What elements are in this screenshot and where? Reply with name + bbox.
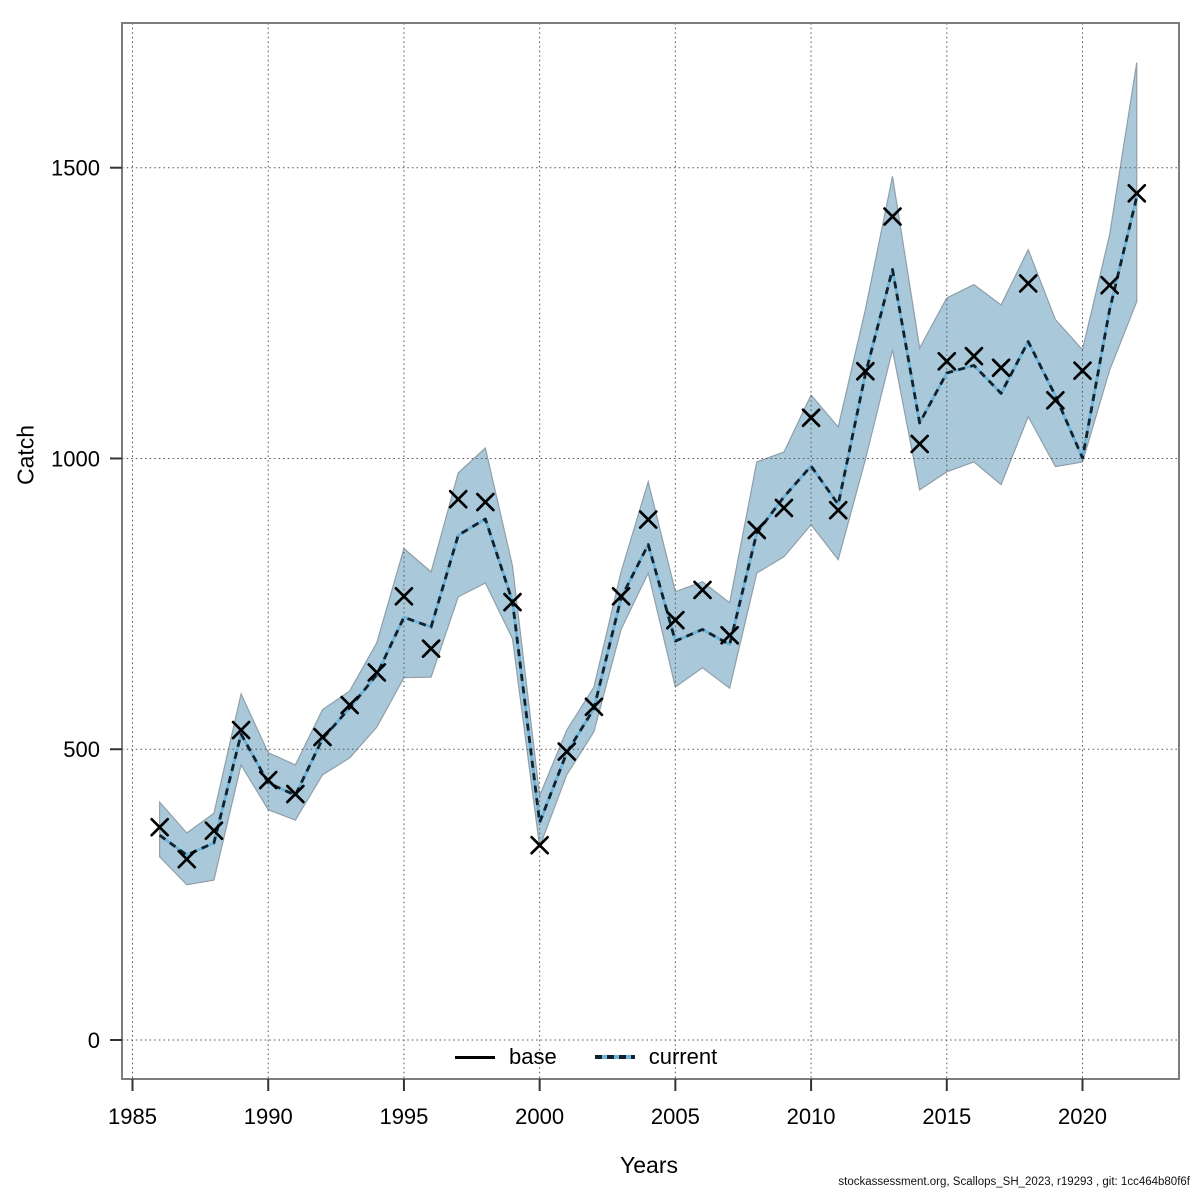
- base-marker-x: [394, 586, 414, 606]
- base-marker-x: [584, 697, 604, 717]
- base-marker-x: [1073, 361, 1092, 381]
- base-marker-x: [421, 639, 441, 658]
- x-tick-label: 2000: [515, 1104, 564, 1129]
- base-marker-x: [856, 361, 875, 381]
- legend-label-current: current: [648, 1044, 718, 1069]
- legend-key-base-line: [455, 1055, 495, 1059]
- x-tick-label: 2020: [1058, 1104, 1107, 1129]
- base-marker-x: [883, 207, 902, 226]
- base-marker-x: [367, 663, 387, 682]
- base-marker-x: [693, 580, 712, 600]
- base-marker-x: [1046, 390, 1065, 410]
- x-tick-label: 1990: [244, 1104, 293, 1129]
- base-marker-x: [313, 727, 332, 747]
- legend-label-base: base: [509, 1044, 557, 1069]
- base-marker-x: [774, 498, 794, 518]
- base-marker-x: [991, 358, 1011, 378]
- base-marker-x: [231, 720, 251, 740]
- base-marker-x: [611, 586, 631, 606]
- base-marker-x: [910, 434, 929, 454]
- plot-border: [121, 22, 1180, 1080]
- y-axis-title: Catch: [12, 424, 39, 486]
- base-marker-x: [557, 742, 577, 761]
- base-marker-x: [747, 520, 767, 540]
- x-tick-label: 2005: [651, 1104, 700, 1129]
- base-markers: [150, 183, 1147, 869]
- base-marker-x: [286, 784, 305, 804]
- confidence-band: [159, 62, 1138, 886]
- legend: base current: [455, 1043, 717, 1071]
- x-tick-label: 2015: [922, 1104, 971, 1129]
- base-marker-x: [964, 346, 984, 366]
- base-marker-x: [150, 817, 169, 837]
- base-marker-x: [828, 500, 848, 520]
- base-marker-x: [448, 489, 468, 509]
- y-tick-label: 500: [63, 737, 100, 762]
- base-marker-x: [476, 492, 495, 512]
- x-tick-label: 1995: [379, 1104, 428, 1129]
- x-axis-title: Years: [620, 1152, 678, 1178]
- base-marker-x: [258, 770, 278, 790]
- legend-key-current-line: [594, 1055, 635, 1059]
- current-line-dashed: [158, 196, 1139, 857]
- base-marker-x: [937, 352, 957, 371]
- base-marker-x: [666, 610, 685, 630]
- base-marker-x: [340, 695, 359, 715]
- x-tick-label: 2010: [787, 1104, 836, 1129]
- base-marker-x: [801, 408, 821, 428]
- y-tick-label: 1500: [51, 156, 100, 181]
- base-marker-x: [1018, 274, 1038, 293]
- x-tick-label: 1985: [108, 1104, 157, 1129]
- base-marker-x: [1100, 275, 1119, 295]
- base-marker-x: [638, 510, 658, 529]
- base-marker-x: [530, 835, 549, 855]
- y-tick-label: 1000: [51, 446, 100, 471]
- base-marker-x: [204, 821, 224, 840]
- base-marker-x: [1127, 183, 1147, 203]
- footer-attribution: stockassessment.org, Scallops_SH_2023, r…: [838, 1176, 1190, 1188]
- base-marker-x: [720, 625, 739, 645]
- base-marker-x: [503, 592, 522, 612]
- y-tick-label: 0: [88, 1028, 100, 1053]
- base-marker-x: [177, 849, 197, 869]
